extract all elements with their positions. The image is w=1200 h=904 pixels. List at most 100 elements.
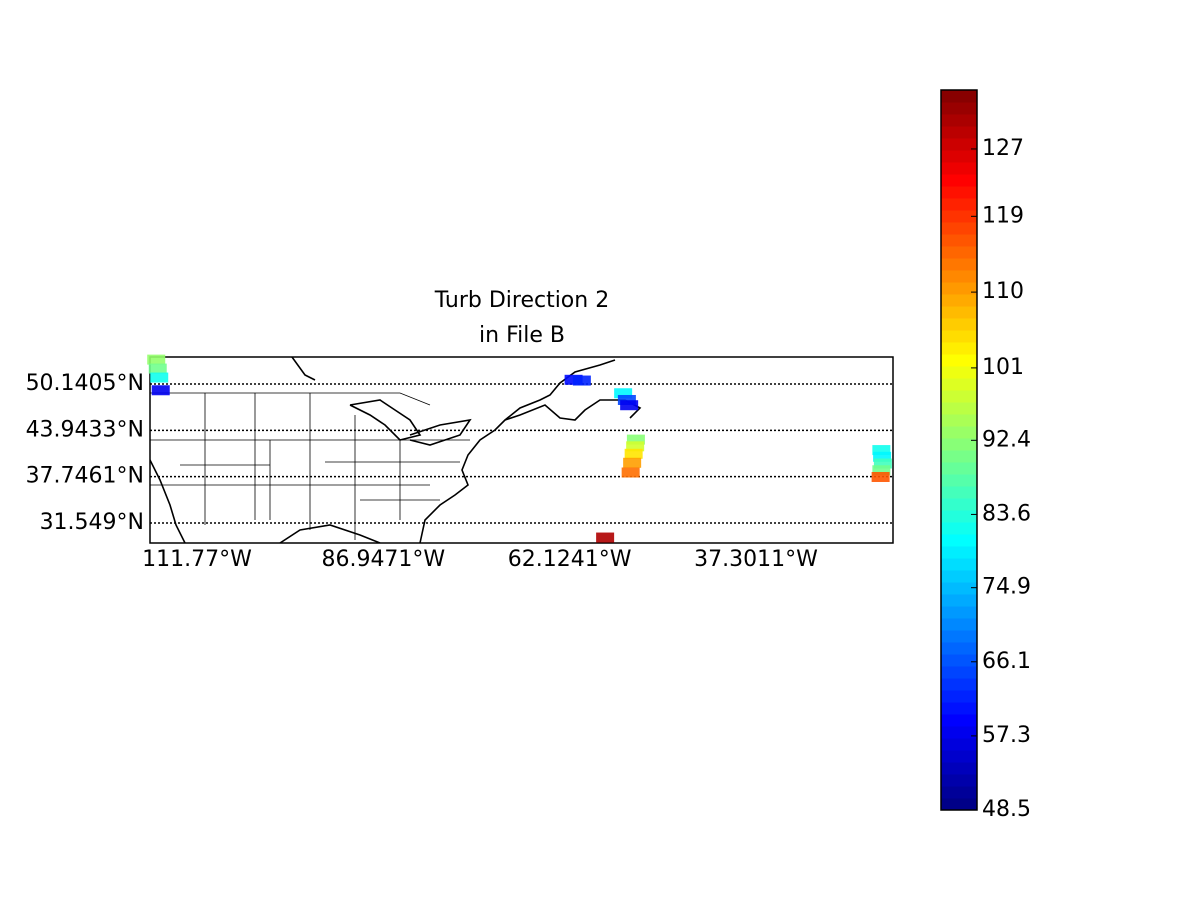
- colorbar-band: [941, 234, 977, 247]
- data-point: [623, 457, 642, 468]
- colorbar-band: [941, 642, 977, 655]
- colorbar-band: [941, 162, 977, 175]
- colorbar-band: [941, 714, 977, 727]
- colorbar-band: [941, 426, 977, 439]
- title-line: Turb Direction 2: [434, 288, 609, 313]
- data-point: [872, 465, 891, 476]
- data-point: [871, 471, 890, 482]
- colorbar-band: [941, 438, 977, 451]
- colorbar-band: [941, 318, 977, 331]
- data-point: [151, 385, 170, 396]
- lake: [349, 399, 422, 441]
- colorbar-band: [941, 282, 977, 295]
- data-point: [150, 372, 169, 383]
- colorbar-tick-label: 119: [982, 203, 1024, 228]
- colorbar-band: [941, 570, 977, 583]
- colorbar-band: [941, 114, 977, 127]
- coastline: [419, 359, 616, 543]
- colorbar-band: [941, 738, 977, 751]
- colorbar-band: [941, 390, 977, 403]
- colorbar-band: [941, 474, 977, 487]
- colorbar-band: [941, 90, 977, 103]
- colorbar-band: [941, 606, 977, 619]
- data-point: [596, 532, 615, 543]
- data-point: [620, 400, 639, 411]
- colorbar-band: [941, 666, 977, 679]
- coastline: [150, 459, 186, 543]
- colorbar-band: [941, 618, 977, 631]
- colorbar-band: [941, 462, 977, 475]
- y-tick-label: 31.549°N: [40, 510, 144, 535]
- colorbar-band: [941, 354, 977, 367]
- colorbar-band: [941, 762, 977, 775]
- colorbar-band: [941, 402, 977, 415]
- colorbar-tick-label: 127: [982, 136, 1024, 161]
- border: [150, 392, 431, 406]
- colorbar-tick-label: 74.9: [982, 575, 1031, 600]
- colorbar-band: [941, 582, 977, 595]
- y-tick-label: 43.9433°N: [26, 417, 144, 442]
- colorbar-tick-label: 101: [982, 355, 1024, 380]
- colorbar-band: [941, 678, 977, 691]
- colorbar-tick-label: 48.5: [982, 797, 1031, 822]
- colorbar-tick-label: 110: [982, 279, 1024, 304]
- colorbar-tick-label: 83.6: [982, 501, 1031, 526]
- coastline: [279, 524, 381, 543]
- colorbar-band: [941, 786, 977, 799]
- data-point: [873, 458, 892, 469]
- data-point: [617, 394, 636, 405]
- data-point: [873, 451, 892, 462]
- colorbar-band: [941, 342, 977, 355]
- colorbar-band: [941, 330, 977, 343]
- data-point: [626, 441, 645, 452]
- x-tick-label: 37.3011°W: [694, 547, 818, 572]
- colorbar-band: [941, 126, 977, 139]
- colorbar-band: [941, 198, 977, 211]
- colorbar-band: [941, 186, 977, 199]
- coastline: [291, 357, 316, 381]
- colorbar-band: [941, 222, 977, 235]
- colorbar-band: [941, 750, 977, 763]
- colorbar-band: [941, 306, 977, 319]
- colorbar-band: [941, 558, 977, 571]
- colorbar-band: [941, 270, 977, 283]
- colorbar-band: [941, 498, 977, 511]
- data-point: [147, 354, 166, 365]
- y-tick-label: 50.1405°N: [26, 371, 144, 396]
- map-area: [150, 357, 642, 543]
- colorbar-band: [941, 594, 977, 607]
- colorbar-band: [941, 378, 977, 391]
- basemap: [150, 357, 642, 543]
- colorbar-band: [941, 210, 977, 223]
- data-point: [621, 467, 640, 478]
- colorbar-band: [941, 486, 977, 499]
- lake: [409, 418, 472, 446]
- colorbar-band: [941, 654, 977, 667]
- x-tick-label: 86.9471°W: [321, 547, 445, 572]
- colorbar-tick-label: 92.4: [982, 427, 1031, 452]
- colorbar-band: [941, 798, 977, 811]
- colorbar-band: [941, 630, 977, 643]
- data-point: [614, 388, 633, 399]
- colorbar-band: [941, 294, 977, 307]
- colorbar-band: [941, 450, 977, 463]
- colorbar-band: [941, 366, 977, 379]
- colorbar-band: [941, 726, 977, 739]
- title-line: in File B: [479, 323, 565, 348]
- colorbar-band: [941, 522, 977, 535]
- colorbar-band: [941, 138, 977, 151]
- data-point: [572, 375, 591, 386]
- colorbar-band: [941, 246, 977, 259]
- x-tick-label: 62.1241°W: [508, 547, 632, 572]
- colorbar-band: [941, 702, 977, 715]
- colorbar-band: [941, 414, 977, 427]
- data-point: [626, 434, 645, 445]
- colorbar-band: [941, 174, 977, 187]
- x-tick-label: 111.77°W: [142, 547, 252, 572]
- colorbar-band: [941, 534, 977, 547]
- colorbar-tick-label: 57.3: [982, 723, 1031, 748]
- colorbar-band: [941, 102, 977, 115]
- map-frame: [149, 356, 894, 544]
- colorbar-band: [941, 150, 977, 163]
